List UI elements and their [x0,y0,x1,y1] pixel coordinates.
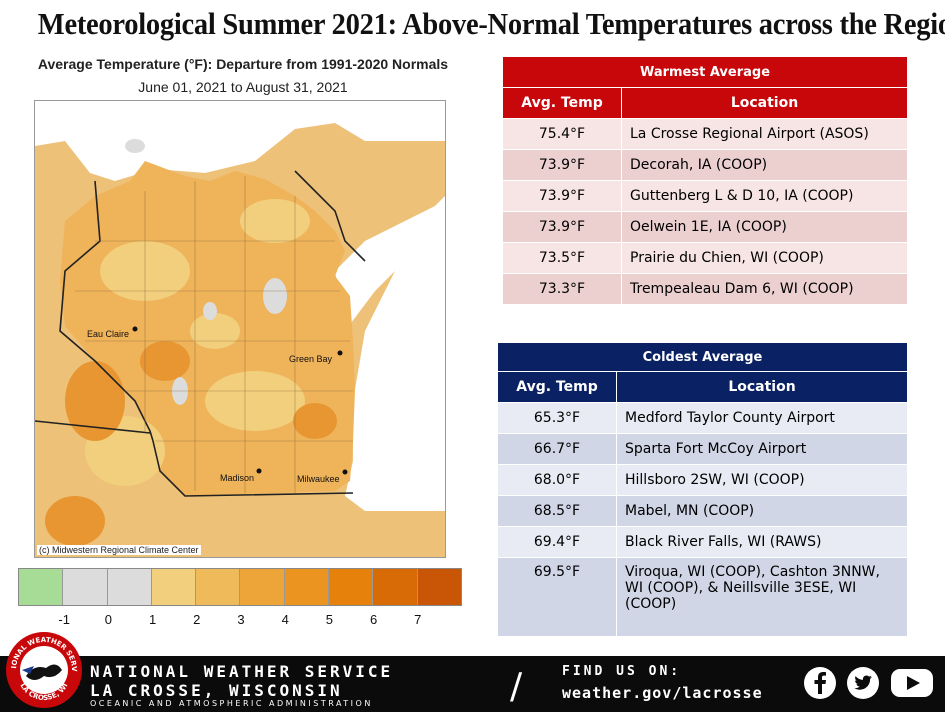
legend-swatch [63,569,108,605]
green-bay-marker [337,350,343,356]
location-cell: Decorah, IA (COOP) [621,149,908,181]
avg-temp-cell: 73.3°F [502,273,622,305]
legend-tick-label: 3 [237,612,245,627]
table-row: 73.9°F Decorah, IA (COOP) [502,149,908,181]
table-row: 65.3°F Medford Taylor County Airport [497,402,908,434]
milwaukee-marker [342,469,348,475]
table-row: 73.5°F Prairie du Chien, WI (COOP) [502,242,908,274]
warmest-header-temp: Avg. Temp [502,87,622,119]
avg-temp-cell: 73.9°F [502,211,622,243]
location-cell: Viroqua, WI (COOP), Cashton 3NNW, WI (CO… [616,557,908,637]
city-label: Milwaukee [297,474,340,484]
facebook-icon[interactable] [803,666,837,700]
location-cell: Prairie du Chien, WI (COOP) [621,242,908,274]
legend-ticks: -1 0 1 2 3 4 5 6 7 [0,612,480,632]
legend-tick-label: 1 [148,612,157,627]
footer-office: LA CROSSE, WISCONSIN [90,681,343,700]
location-cell: Oelwein 1E, IA (COOP) [621,211,908,243]
table-row: 68.5°F Mabel, MN (COOP) [497,495,908,527]
location-cell: Hillsboro 2SW, WI (COOP) [616,464,908,496]
table-row: 73.9°F Guttenberg L & D 10, IA (COOP) [502,180,908,212]
map-credit: (c) Midwestern Regional Climate Center [37,545,201,555]
legend-tick-label: 4 [281,612,289,627]
footer-org: NATIONAL WEATHER SERVICE [90,662,394,681]
warmest-header-location: Location [621,87,908,119]
footer-noaa: OCEANIC AND ATMOSPHERIC ADMINISTRATION [90,699,373,708]
coldest-header-temp: Avg. Temp [497,371,617,403]
legend-swatch [19,569,64,605]
map-subtitle: Average Temperature (°F): Departure from… [37,56,449,72]
table-row: 75.4°F La Crosse Regional Airport (ASOS) [502,118,908,150]
location-cell: Black River Falls, WI (RAWS) [616,526,908,558]
warmest-caption: Warmest Average [502,56,908,88]
location-cell: Trempealeau Dam 6, WI (COOP) [621,273,908,305]
map-graphic [35,101,445,557]
table-row: 68.0°F Hillsboro 2SW, WI (COOP) [497,464,908,496]
table-row: 69.5°F Viroqua, WI (COOP), Cashton 3NNW, … [497,557,908,637]
legend-tick-label: 5 [325,612,334,627]
avg-temp-cell: 73.9°F [502,149,622,181]
legend-swatch [329,569,374,605]
legend-swatch [107,569,152,605]
footer-url[interactable]: weather.gov/lacrosse [562,684,763,702]
legend-swatch [196,569,241,605]
avg-temp-cell: 69.4°F [497,526,617,558]
legend-swatch [373,569,418,605]
avg-temp-cell: 68.0°F [497,464,617,496]
avg-temp-cell: 66.7°F [497,433,617,465]
table-row: 73.3°F Trempealeau Dam 6, WI (COOP) [502,273,908,305]
avg-temp-cell: 68.5°F [497,495,617,527]
nws-logo: NATIONAL WEATHER SERVICE LA CROSSE, WI [4,630,82,708]
legend-swatch [151,569,197,605]
legend-tick-label: 0 [104,612,113,627]
twitter-icon[interactable] [846,666,880,700]
eau-claire-marker [132,326,138,332]
city-label: Eau Claire [87,329,130,339]
avg-temp-cell: 75.4°F [502,118,622,150]
legend-swatch [240,569,285,605]
table-row: 73.9°F Oelwein 1E, IA (COOP) [502,211,908,243]
avg-temp-cell: 73.9°F [502,180,622,212]
table-row: 66.7°F Sparta Fort McCoy Airport [497,433,908,465]
page-title: Meteorological Summer 2021: Above-Normal… [37,6,945,41]
footer-divider: / [510,666,523,707]
coldest-table: Coldest Average Avg. Temp Location 65.3°… [497,342,908,637]
city-label: Madison [220,473,255,483]
location-cell: Mabel, MN (COOP) [616,495,908,527]
city-label: Green Bay [289,354,333,364]
footer-find: FIND US ON: [562,664,682,679]
color-legend [18,568,462,606]
location-cell: Medford Taylor County Airport [616,402,908,434]
avg-temp-cell: 69.5°F [497,557,617,637]
location-cell: Sparta Fort McCoy Airport [616,433,908,465]
location-cell: Guttenberg L & D 10, IA (COOP) [621,180,908,212]
legend-swatch [284,569,330,605]
coldest-caption: Coldest Average [497,342,908,372]
warmest-table: Warmest Average Avg. Temp Location 75.4°… [502,56,908,305]
footer-bar: NATIONAL WEATHER SERVICE LA CROSSE, WISC… [0,656,945,712]
legend-tick-label: 6 [369,612,378,627]
avg-temp-cell: 73.5°F [502,242,622,274]
youtube-icon[interactable] [890,666,934,700]
location-cell: La Crosse Regional Airport (ASOS) [621,118,908,150]
table-row: 69.4°F Black River Falls, WI (RAWS) [497,526,908,558]
map-dates: June 01, 2021 to August 31, 2021 [138,79,348,95]
madison-marker [256,468,262,474]
coldest-header-location: Location [616,371,908,403]
legend-swatch [417,569,461,605]
legend-tick-label: 7 [414,612,422,627]
legend-tick-label: 2 [193,612,201,627]
avg-temp-cell: 65.3°F [497,402,617,434]
legend-tick-label: -1 [58,612,70,627]
temperature-departure-map: Eau Claire Green Bay Madison Milwaukee (… [34,100,446,558]
